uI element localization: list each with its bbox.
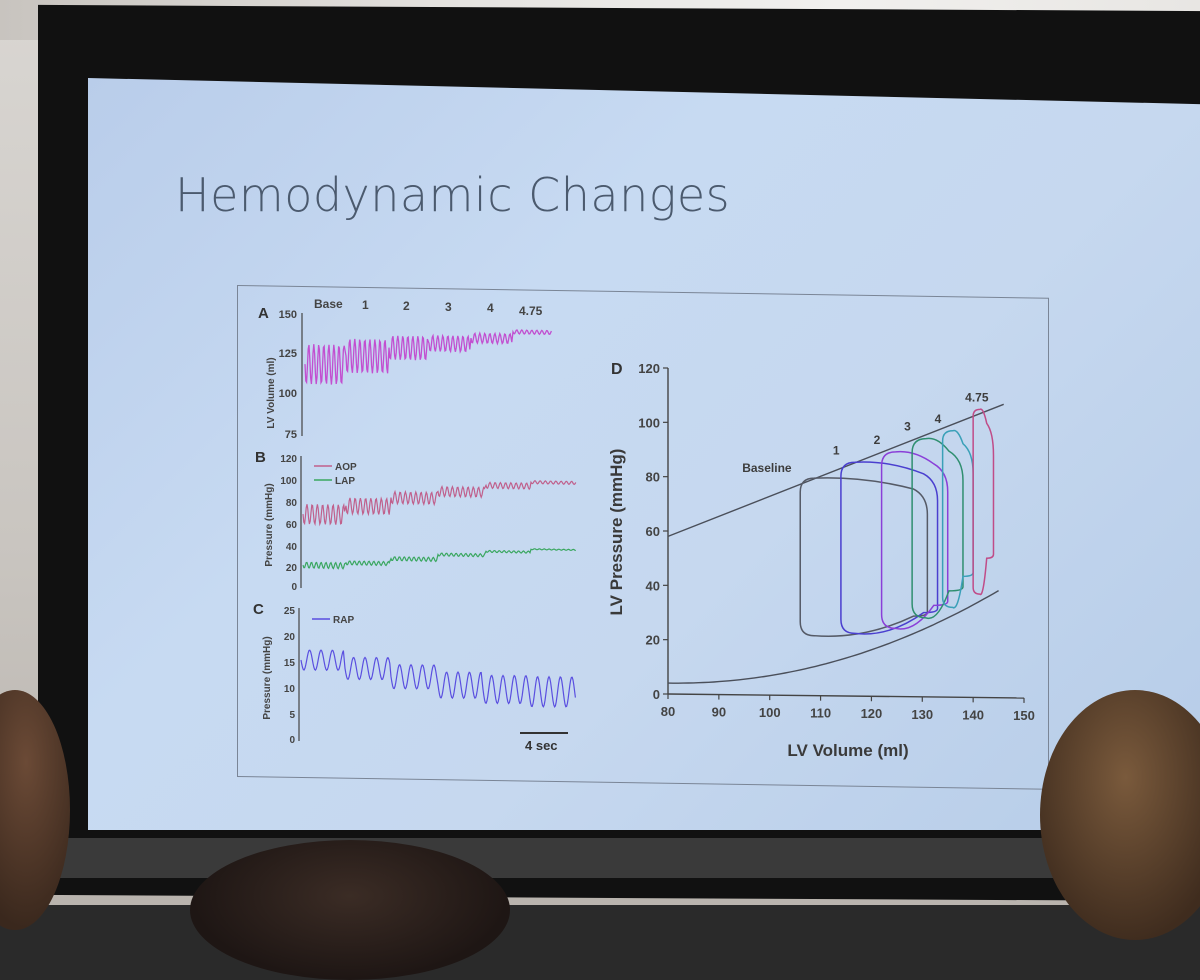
presentation-slide	[88, 78, 1200, 830]
panel-d-reference-lines	[667, 403, 1004, 684]
panel-b-ytick: 100	[280, 476, 297, 487]
panel-b-letter: B	[255, 449, 266, 466]
legend-lap-label: LAP	[335, 476, 355, 487]
scale-bar-label: 4 sec	[525, 738, 558, 753]
panel-d-xaxis	[667, 693, 1025, 699]
x-tick-label: 130	[911, 707, 933, 722]
panel-b-ytick: 60	[286, 520, 298, 531]
panel-d-xlabel: LV Volume (ml)	[787, 741, 908, 760]
legend-aop-label: AOP	[335, 462, 357, 473]
panel-b-ytick: 80	[286, 498, 298, 509]
panel-d-loops: Baseline 1 2 3 4 4.75	[742, 390, 995, 637]
panel-a-letter: A	[258, 305, 269, 322]
panel-b-ytick: 0	[291, 582, 297, 593]
y-tick-label: 120	[638, 361, 660, 376]
pv-loop-4-75	[972, 408, 995, 596]
stage-label-1: 1	[362, 298, 369, 312]
figure-svg: A LV Volume (ml) 150 125 100 75 Base 1 2…	[253, 297, 1035, 760]
panel-a-ytick: 150	[279, 309, 297, 321]
pv-loop-baseline	[799, 477, 929, 637]
stage-label-3: 3	[445, 300, 452, 314]
panel-a-ylabel: LV Volume (ml)	[266, 357, 277, 428]
panel-d-letter: D	[611, 361, 623, 378]
pv-loop-label: 2	[874, 433, 881, 447]
panel-c-ytick: 5	[289, 710, 295, 721]
panel-b-ytick: 40	[286, 542, 298, 553]
legend-rap-label: RAP	[333, 615, 354, 626]
panel-c-letter: C	[253, 601, 264, 618]
panel-d: D LV Pressure (mmHg) LV Volume (ml) 80 90…	[607, 361, 1035, 760]
pv-loop-2	[880, 450, 949, 630]
y-tick-label: 20	[646, 633, 660, 648]
stage-label-4: 4	[487, 301, 494, 315]
slide-title: Hemodynamic Changes	[175, 168, 731, 222]
x-tick-label: 120	[861, 706, 883, 721]
rap-trace	[300, 649, 576, 708]
x-tick-label: 80	[661, 704, 675, 719]
y-tick-label: 0	[653, 687, 660, 702]
panel-c-ylabel: Pressure (mmHg)	[262, 636, 273, 719]
panel-a-ytick: 100	[279, 388, 297, 400]
stage-label-2: 2	[403, 299, 410, 313]
aop-trace	[302, 479, 577, 527]
panel-c-ytick: 20	[284, 632, 296, 643]
pv-loop-label: 1	[833, 443, 840, 457]
lap-trace	[302, 548, 576, 570]
pv-loop-label: 4	[935, 412, 942, 426]
end-systolic-pressure-line	[667, 403, 1004, 538]
panel-c-ytick: 0	[289, 735, 295, 746]
panel-c-ytick: 10	[284, 684, 296, 695]
panel-d-ylabel: LV Pressure (mmHg)	[607, 449, 626, 616]
y-tick-label: 80	[646, 470, 660, 485]
pv-loop-label: 3	[904, 420, 911, 434]
y-tick-label: 60	[646, 524, 660, 539]
end-diastolic-pressure-curve	[667, 589, 999, 684]
x-tick-label: 100	[759, 705, 781, 720]
pv-loop-1	[840, 461, 939, 635]
y-tick-label: 100	[638, 415, 660, 430]
audience-head-right	[1040, 690, 1200, 940]
panel-b-ytick: 20	[286, 563, 298, 574]
panel-c-ytick: 15	[284, 658, 296, 669]
panel-a-ytick: 75	[285, 429, 297, 441]
y-tick-label: 40	[646, 578, 660, 593]
x-tick-label: 150	[1013, 708, 1035, 723]
stage-label-4-75: 4.75	[519, 304, 543, 318]
panel-a: A LV Volume (ml) 150 125 100 75 Base 1 2…	[258, 297, 552, 441]
pv-loop-label: Baseline	[742, 461, 792, 475]
lv-volume-trace	[304, 329, 552, 385]
panel-d-ticks: 80 90 100 110 120 130 140 150 0 20 40 60 80 100 120	[638, 361, 1035, 723]
stage-label-base: Base	[314, 297, 343, 311]
panel-b-ytick: 120	[280, 454, 297, 465]
panel-c: C Pressure (mmHg) 25 20 15 10 5 0 RAP 4 …	[253, 601, 576, 753]
panel-c-ytick: 25	[284, 606, 296, 617]
x-tick-label: 90	[712, 705, 726, 720]
panel-b: B Pressure (mmHg) 120 100 80 60 40 20 0 …	[255, 449, 577, 593]
panel-a-ytick: 125	[279, 348, 297, 360]
x-tick-label: 140	[962, 707, 984, 722]
pv-loop-3	[911, 437, 964, 620]
pv-loop-label: 4.75	[965, 390, 989, 404]
x-tick-label: 110	[810, 706, 831, 721]
audience-head-center	[190, 840, 510, 980]
panel-b-ylabel: Pressure (mmHg)	[264, 483, 275, 566]
